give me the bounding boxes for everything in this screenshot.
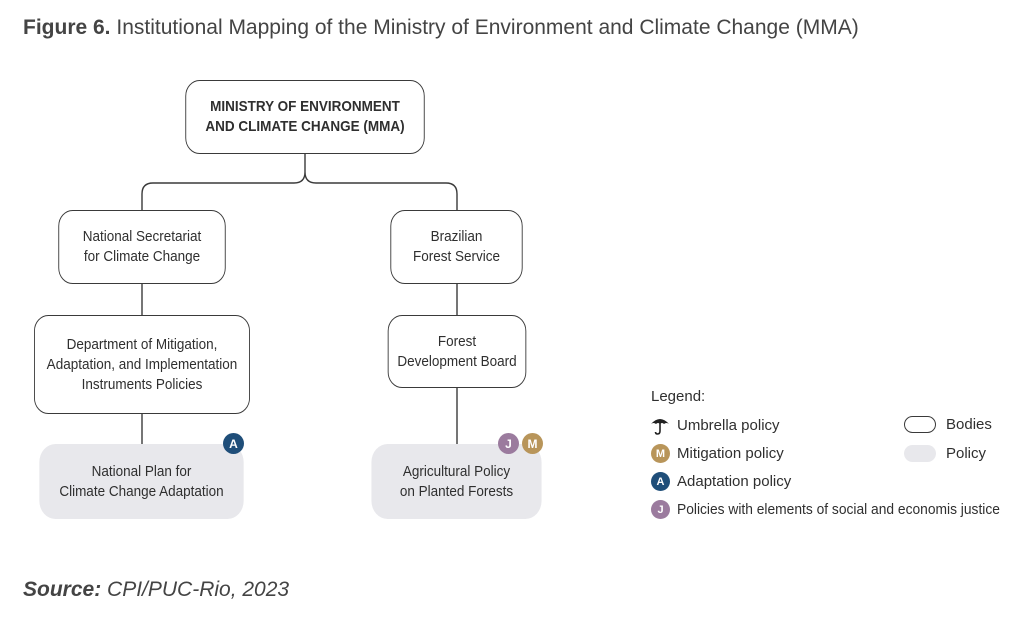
node-department: Department of Mitigation, Adaptation, an… <box>34 315 250 414</box>
legend-adaptation: A Adaptation policy <box>651 472 791 491</box>
node-agri-policy: Agricultural Policy on Planted Forests <box>371 444 542 519</box>
node-forest-service-label: Brazilian Forest Service <box>412 228 501 265</box>
badge-mitigation: M <box>522 433 543 454</box>
node-plan-adaptation: National Plan for Climate Change Adaptat… <box>39 444 244 519</box>
node-agri-policy-label: Agricultural Policy on Planted Forests <box>399 462 514 500</box>
legend-mitigation: M Mitigation policy <box>651 444 784 463</box>
legend-mitigation-label: Mitigation policy <box>677 445 784 462</box>
legend-policy-label: Policy <box>946 445 987 462</box>
node-secretariat: National Secretariat for Climate Change <box>58 210 226 284</box>
legend-justice-label: Policies with elements of social and eco… <box>677 501 1000 518</box>
figure-title-text: Institutional Mapping of the Ministry of… <box>116 16 859 39</box>
legend-umbrella-label: Umbrella policy <box>677 416 780 434</box>
legend-justice-badge: J <box>651 500 670 519</box>
node-department-label: Department of Mitigation, Adaptation, an… <box>46 335 238 393</box>
legend-title: Legend: <box>651 388 706 405</box>
legend-bodies-swatch <box>904 416 936 433</box>
figure-number: Figure 6. <box>23 16 111 39</box>
legend-bodies: Bodies <box>904 416 992 433</box>
legend-policy-swatch <box>904 445 936 462</box>
badge-adaptation: A <box>223 433 244 454</box>
source-label: Source: <box>23 578 102 601</box>
node-plan-adaptation-label: National Plan for Climate Change Adaptat… <box>59 462 224 500</box>
legend-policy: Policy <box>904 445 986 462</box>
node-ministry-label: MINISTRY OF ENVIRONMENT AND CLIMATE CHAN… <box>205 98 405 135</box>
figure-title: Figure 6. Institutional Mapping of the M… <box>23 16 859 40</box>
legend-mitigation-badge: M <box>651 444 670 463</box>
legend-adaptation-badge: A <box>651 472 670 491</box>
node-secretariat-label: National Secretariat for Climate Change <box>82 228 202 265</box>
badge-justice: J <box>498 433 519 454</box>
connector-ministry-branches <box>141 154 458 210</box>
legend-bodies-label: Bodies <box>946 416 992 433</box>
node-forest-board: Forest Development Board <box>387 315 527 388</box>
node-forest-board-label: Forest Development Board <box>397 332 517 370</box>
umbrella-icon <box>651 419 669 435</box>
legend-umbrella: Umbrella policy <box>650 415 780 435</box>
node-ministry: MINISTRY OF ENVIRONMENT AND CLIMATE CHAN… <box>185 80 425 154</box>
node-forest-service: Brazilian Forest Service <box>390 210 523 284</box>
source-note: Source: CPI/PUC-Rio, 2023 <box>23 578 289 602</box>
source-text: CPI/PUC-Rio, 2023 <box>107 578 290 601</box>
legend-justice: J Policies with elements of social and e… <box>651 500 1017 519</box>
legend-adaptation-label: Adaptation policy <box>677 473 792 490</box>
